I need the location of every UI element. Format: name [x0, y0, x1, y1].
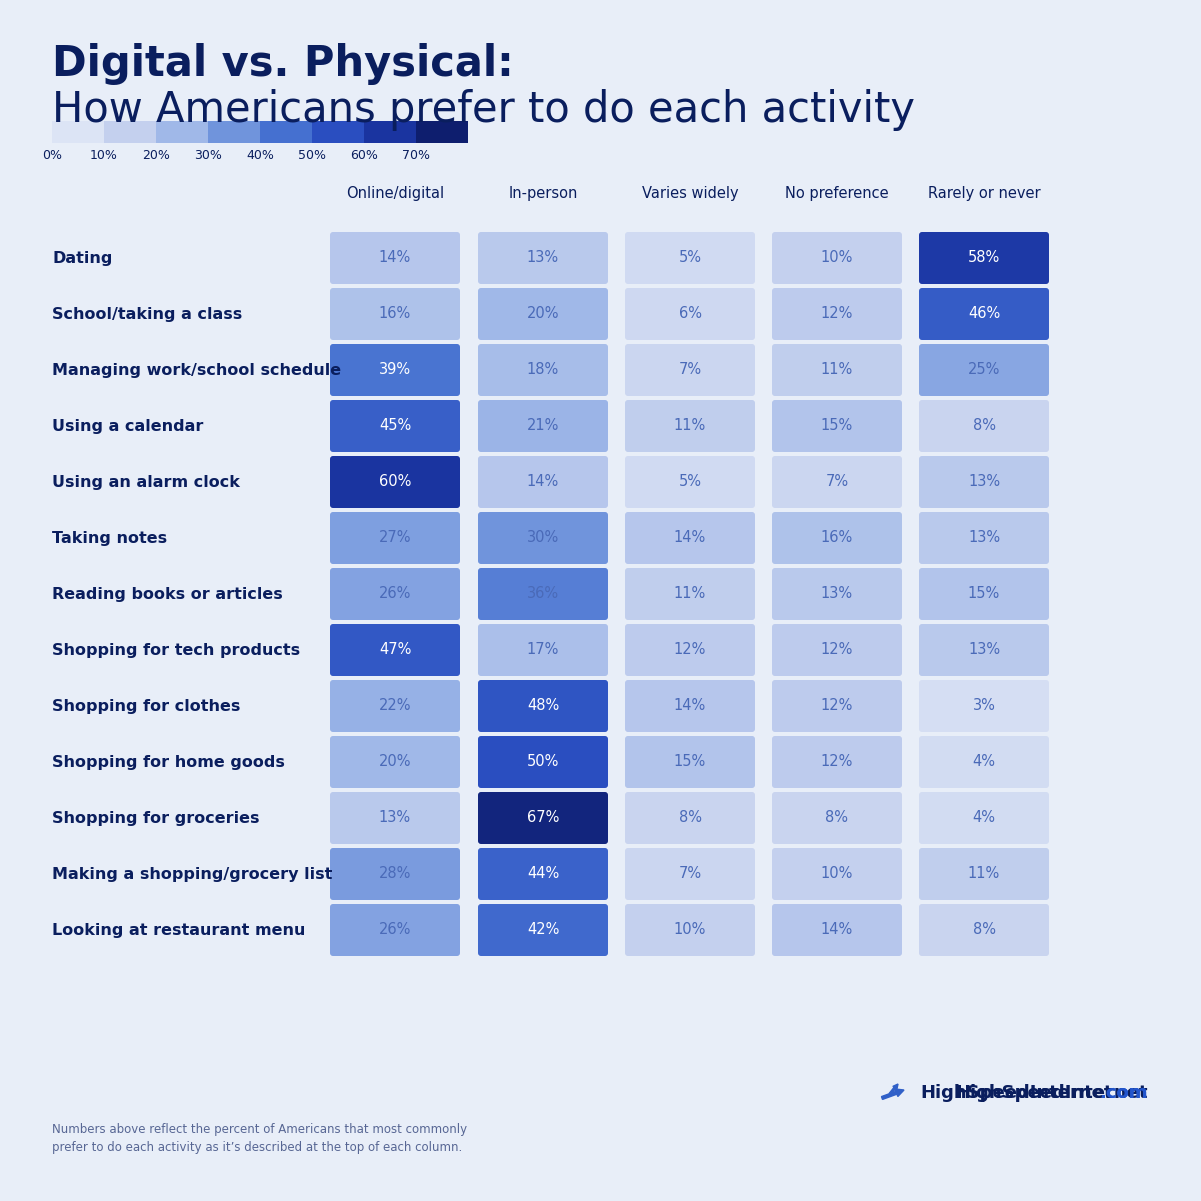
- Text: 48%: 48%: [527, 699, 560, 713]
- Bar: [208, 121, 259, 143]
- Text: Numbers above reflect the percent of Americans that most commonly
prefer to do e: Numbers above reflect the percent of Ame…: [52, 1123, 467, 1154]
- Text: 50%: 50%: [527, 754, 560, 770]
- FancyBboxPatch shape: [478, 456, 608, 508]
- FancyBboxPatch shape: [330, 288, 460, 340]
- Text: 8%: 8%: [973, 418, 996, 434]
- Text: 30%: 30%: [527, 531, 560, 545]
- Text: 12%: 12%: [820, 643, 853, 657]
- FancyBboxPatch shape: [625, 736, 755, 788]
- FancyBboxPatch shape: [919, 568, 1048, 620]
- FancyArrow shape: [889, 1085, 898, 1094]
- Text: 13%: 13%: [380, 811, 411, 825]
- Text: 11%: 11%: [674, 418, 706, 434]
- FancyBboxPatch shape: [478, 512, 608, 564]
- Text: 70%: 70%: [402, 149, 430, 162]
- Bar: [312, 121, 364, 143]
- Text: 18%: 18%: [527, 363, 560, 377]
- Text: 28%: 28%: [378, 866, 411, 882]
- Text: 21%: 21%: [527, 418, 560, 434]
- FancyBboxPatch shape: [772, 343, 902, 396]
- Text: 14%: 14%: [674, 699, 706, 713]
- Text: 8%: 8%: [679, 811, 701, 825]
- Text: 50%: 50%: [298, 149, 325, 162]
- Text: How Americans prefer to do each activity: How Americans prefer to do each activity: [52, 89, 915, 131]
- FancyBboxPatch shape: [330, 343, 460, 396]
- Text: 13%: 13%: [968, 531, 1000, 545]
- Text: 13%: 13%: [968, 643, 1000, 657]
- Text: Shopping for tech products: Shopping for tech products: [52, 643, 300, 657]
- FancyBboxPatch shape: [478, 288, 608, 340]
- FancyBboxPatch shape: [478, 625, 608, 676]
- Text: 20%: 20%: [378, 754, 411, 770]
- FancyBboxPatch shape: [330, 568, 460, 620]
- Text: 58%: 58%: [968, 251, 1000, 265]
- Text: 11%: 11%: [820, 363, 853, 377]
- FancyBboxPatch shape: [772, 680, 902, 731]
- FancyBboxPatch shape: [919, 791, 1048, 844]
- Text: 26%: 26%: [378, 922, 411, 938]
- Text: 12%: 12%: [820, 754, 853, 770]
- FancyBboxPatch shape: [919, 232, 1048, 283]
- FancyBboxPatch shape: [625, 625, 755, 676]
- FancyBboxPatch shape: [625, 456, 755, 508]
- Text: 5%: 5%: [679, 474, 701, 490]
- FancyBboxPatch shape: [772, 456, 902, 508]
- FancyArrow shape: [882, 1089, 904, 1099]
- FancyBboxPatch shape: [625, 343, 755, 396]
- Text: No preference: No preference: [785, 186, 889, 201]
- Text: 14%: 14%: [674, 531, 706, 545]
- Text: 25%: 25%: [968, 363, 1000, 377]
- FancyBboxPatch shape: [772, 848, 902, 900]
- FancyBboxPatch shape: [772, 400, 902, 452]
- Text: 14%: 14%: [820, 922, 853, 938]
- Text: Dating: Dating: [52, 251, 113, 265]
- Text: 13%: 13%: [527, 251, 558, 265]
- Text: 11%: 11%: [968, 866, 1000, 882]
- FancyBboxPatch shape: [478, 680, 608, 731]
- Text: 10%: 10%: [820, 866, 853, 882]
- Text: 39%: 39%: [380, 363, 411, 377]
- FancyBboxPatch shape: [478, 568, 608, 620]
- Text: 46%: 46%: [968, 306, 1000, 322]
- FancyBboxPatch shape: [919, 848, 1048, 900]
- FancyBboxPatch shape: [772, 288, 902, 340]
- Bar: [364, 121, 416, 143]
- FancyBboxPatch shape: [330, 400, 460, 452]
- Text: Using a calendar: Using a calendar: [52, 418, 203, 434]
- Text: 10%: 10%: [90, 149, 118, 162]
- Text: 12%: 12%: [820, 306, 853, 322]
- FancyBboxPatch shape: [478, 400, 608, 452]
- Text: 60%: 60%: [349, 149, 378, 162]
- FancyBboxPatch shape: [330, 456, 460, 508]
- Text: 17%: 17%: [527, 643, 560, 657]
- FancyBboxPatch shape: [330, 512, 460, 564]
- Text: 0%: 0%: [42, 149, 62, 162]
- FancyBboxPatch shape: [625, 400, 755, 452]
- FancyBboxPatch shape: [919, 904, 1048, 956]
- Text: 7%: 7%: [825, 474, 849, 490]
- Text: .com: .com: [1099, 1085, 1148, 1103]
- Bar: [416, 121, 468, 143]
- FancyBboxPatch shape: [772, 232, 902, 283]
- Bar: [104, 121, 156, 143]
- Text: 42%: 42%: [527, 922, 560, 938]
- Text: Shopping for groceries: Shopping for groceries: [52, 811, 259, 825]
- FancyBboxPatch shape: [772, 568, 902, 620]
- FancyBboxPatch shape: [625, 791, 755, 844]
- Text: 16%: 16%: [378, 306, 411, 322]
- Text: 16%: 16%: [820, 531, 853, 545]
- FancyBboxPatch shape: [330, 904, 460, 956]
- Text: 5%: 5%: [679, 251, 701, 265]
- FancyBboxPatch shape: [625, 904, 755, 956]
- Text: 20%: 20%: [142, 149, 169, 162]
- Bar: [259, 121, 312, 143]
- Text: Varies widely: Varies widely: [641, 186, 739, 201]
- Text: Taking notes: Taking notes: [52, 531, 167, 545]
- Text: 14%: 14%: [527, 474, 560, 490]
- Text: 30%: 30%: [195, 149, 222, 162]
- FancyBboxPatch shape: [478, 904, 608, 956]
- Text: Using an alarm clock: Using an alarm clock: [52, 474, 240, 490]
- Text: HighSpeedInternet: HighSpeedInternet: [920, 1085, 1112, 1103]
- Text: 7%: 7%: [679, 363, 701, 377]
